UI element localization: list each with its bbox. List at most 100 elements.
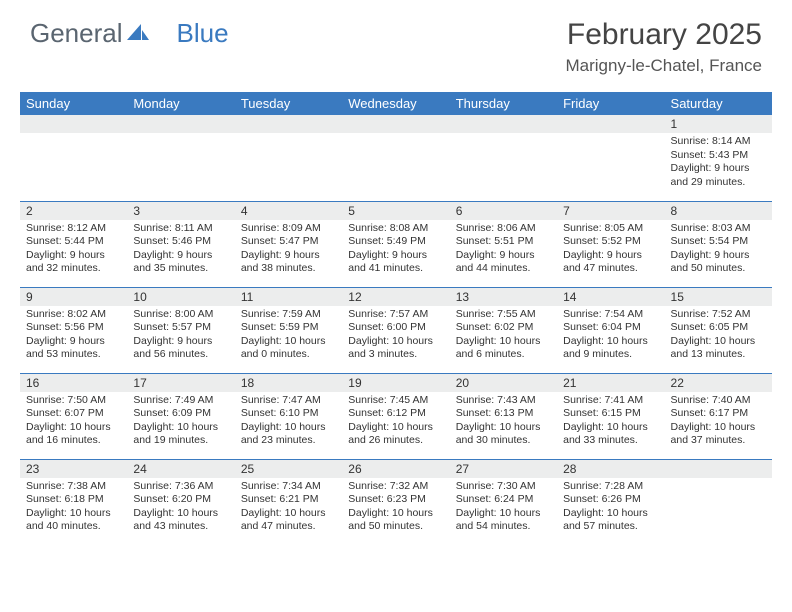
day-number: 18 [235,374,342,392]
day-number: 16 [20,374,127,392]
sunrise-line: Sunrise: 8:02 AM [26,308,121,322]
daylight-line: and 9 minutes. [563,348,658,362]
calendar-row: 1Sunrise: 8:14 AMSunset: 5:43 PMDaylight… [20,115,772,201]
day-number: 1 [665,115,772,133]
daylight-line: Daylight: 9 hours [26,249,121,263]
title-block: February 2025 Marigny-le-Chatel, France [565,18,762,76]
day-number: 14 [557,288,664,306]
daylight-line: and 33 minutes. [563,434,658,448]
sunset-line: Sunset: 5:44 PM [26,235,121,249]
day-content: Sunrise: 7:45 AMSunset: 6:12 PMDaylight:… [342,392,449,453]
daylight-line: Daylight: 9 hours [671,162,766,176]
calendar-cell [665,459,772,545]
calendar-row: 23Sunrise: 7:38 AMSunset: 6:18 PMDayligh… [20,459,772,545]
daylight-line: Daylight: 9 hours [26,335,121,349]
sunset-line: Sunset: 5:52 PM [563,235,658,249]
daylight-line: and 0 minutes. [241,348,336,362]
calendar-cell: 16Sunrise: 7:50 AMSunset: 6:07 PMDayligh… [20,373,127,459]
sunrise-line: Sunrise: 7:50 AM [26,394,121,408]
daylight-line: and 53 minutes. [26,348,121,362]
calendar-cell: 8Sunrise: 8:03 AMSunset: 5:54 PMDaylight… [665,201,772,287]
page-title: February 2025 [565,18,762,52]
calendar-cell: 28Sunrise: 7:28 AMSunset: 6:26 PMDayligh… [557,459,664,545]
sunrise-line: Sunrise: 7:45 AM [348,394,443,408]
calendar-cell [450,115,557,201]
day-number [127,115,234,133]
daylight-line: Daylight: 10 hours [456,335,551,349]
daylight-line: and 35 minutes. [133,262,228,276]
daylight-line: Daylight: 9 hours [133,249,228,263]
calendar-row: 16Sunrise: 7:50 AMSunset: 6:07 PMDayligh… [20,373,772,459]
day-number: 8 [665,202,772,220]
sunrise-line: Sunrise: 8:00 AM [133,308,228,322]
daylight-line: and 16 minutes. [26,434,121,448]
calendar-cell: 15Sunrise: 7:52 AMSunset: 6:05 PMDayligh… [665,287,772,373]
daylight-line: and 6 minutes. [456,348,551,362]
sunrise-line: Sunrise: 7:41 AM [563,394,658,408]
sunset-line: Sunset: 6:05 PM [671,321,766,335]
day-content: Sunrise: 7:50 AMSunset: 6:07 PMDaylight:… [20,392,127,453]
sunrise-line: Sunrise: 8:03 AM [671,222,766,236]
daylight-line: and 50 minutes. [348,520,443,534]
sunset-line: Sunset: 6:12 PM [348,407,443,421]
logo-text-2: Blue [177,18,229,49]
day-number: 23 [20,460,127,478]
daylight-line: and 41 minutes. [348,262,443,276]
day-number [557,115,664,133]
daylight-line: and 23 minutes. [241,434,336,448]
calendar-cell: 6Sunrise: 8:06 AMSunset: 5:51 PMDaylight… [450,201,557,287]
sunrise-line: Sunrise: 7:52 AM [671,308,766,322]
sunrise-line: Sunrise: 7:49 AM [133,394,228,408]
logo-text-1: General [30,18,123,49]
daylight-line: and 13 minutes. [671,348,766,362]
day-number: 28 [557,460,664,478]
sunset-line: Sunset: 6:18 PM [26,493,121,507]
daylight-line: and 30 minutes. [456,434,551,448]
sunset-line: Sunset: 5:47 PM [241,235,336,249]
day-number: 25 [235,460,342,478]
logo-sail-icon [127,18,149,49]
calendar-cell: 22Sunrise: 7:40 AMSunset: 6:17 PMDayligh… [665,373,772,459]
sunset-line: Sunset: 5:59 PM [241,321,336,335]
day-number [342,115,449,133]
sunrise-line: Sunrise: 7:59 AM [241,308,336,322]
day-number: 17 [127,374,234,392]
day-content: Sunrise: 7:36 AMSunset: 6:20 PMDaylight:… [127,478,234,539]
calendar-cell: 5Sunrise: 8:08 AMSunset: 5:49 PMDaylight… [342,201,449,287]
day-number: 10 [127,288,234,306]
sunset-line: Sunset: 6:04 PM [563,321,658,335]
daylight-line: Daylight: 9 hours [348,249,443,263]
daylight-line: and 43 minutes. [133,520,228,534]
day-content: Sunrise: 7:40 AMSunset: 6:17 PMDaylight:… [665,392,772,453]
daylight-line: Daylight: 10 hours [456,507,551,521]
calendar-row: 9Sunrise: 8:02 AMSunset: 5:56 PMDaylight… [20,287,772,373]
sunrise-line: Sunrise: 8:14 AM [671,135,766,149]
day-number: 9 [20,288,127,306]
daylight-line: and 38 minutes. [241,262,336,276]
sunrise-line: Sunrise: 8:05 AM [563,222,658,236]
day-content: Sunrise: 8:06 AMSunset: 5:51 PMDaylight:… [450,220,557,281]
day-number: 3 [127,202,234,220]
calendar-cell: 9Sunrise: 8:02 AMSunset: 5:56 PMDaylight… [20,287,127,373]
day-number: 15 [665,288,772,306]
weekday-header: Saturday [665,92,772,115]
daylight-line: and 47 minutes. [241,520,336,534]
daylight-line: and 54 minutes. [456,520,551,534]
daylight-line: Daylight: 10 hours [241,335,336,349]
calendar-cell: 25Sunrise: 7:34 AMSunset: 6:21 PMDayligh… [235,459,342,545]
calendar-row: 2Sunrise: 8:12 AMSunset: 5:44 PMDaylight… [20,201,772,287]
sunrise-line: Sunrise: 8:08 AM [348,222,443,236]
daylight-line: and 3 minutes. [348,348,443,362]
sunset-line: Sunset: 5:57 PM [133,321,228,335]
sunset-line: Sunset: 6:20 PM [133,493,228,507]
day-content: Sunrise: 7:32 AMSunset: 6:23 PMDaylight:… [342,478,449,539]
day-content: Sunrise: 8:05 AMSunset: 5:52 PMDaylight:… [557,220,664,281]
day-content: Sunrise: 7:59 AMSunset: 5:59 PMDaylight:… [235,306,342,367]
daylight-line: and 57 minutes. [563,520,658,534]
day-content: Sunrise: 7:30 AMSunset: 6:24 PMDaylight:… [450,478,557,539]
daylight-line: Daylight: 10 hours [348,421,443,435]
day-content: Sunrise: 8:03 AMSunset: 5:54 PMDaylight:… [665,220,772,281]
daylight-line: and 29 minutes. [671,176,766,190]
sunrise-line: Sunrise: 7:34 AM [241,480,336,494]
day-content: Sunrise: 8:12 AMSunset: 5:44 PMDaylight:… [20,220,127,281]
